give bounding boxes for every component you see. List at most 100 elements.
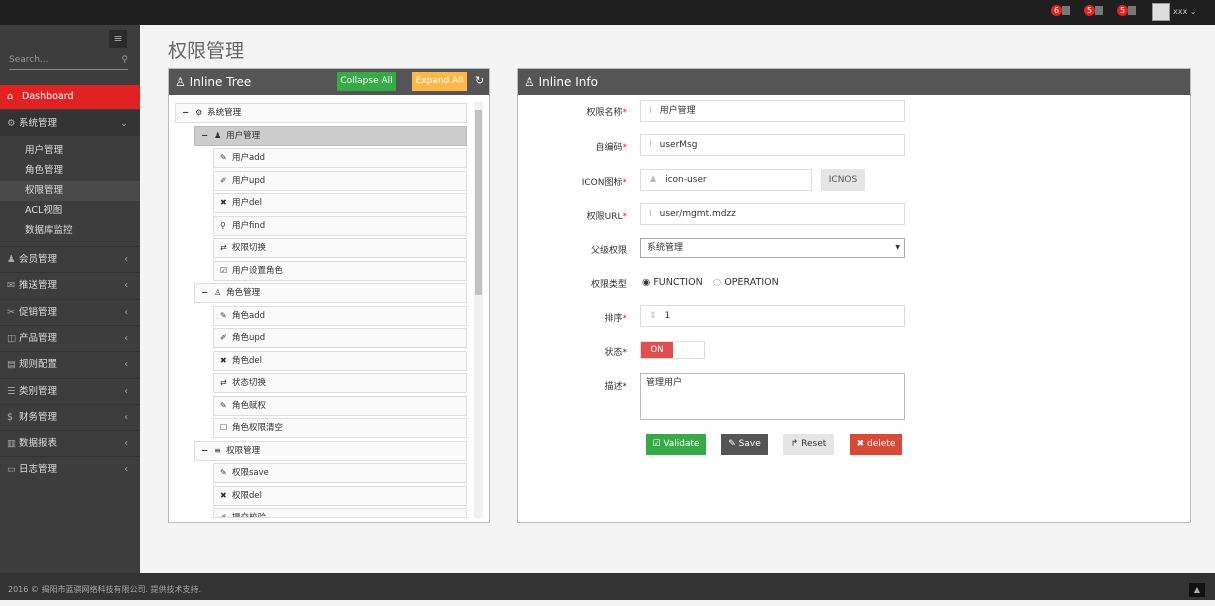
- chevron-down-icon: ⌄: [120, 118, 128, 129]
- sidebar-subitem[interactable]: 角色管理: [0, 161, 140, 181]
- tree-node[interactable]: ✖ 用户del: [213, 193, 467, 213]
- sidebar-item[interactable]: ▥ 数据报表 ‹: [0, 430, 140, 456]
- inbox-badge[interactable]: 5: [1084, 5, 1096, 16]
- collapse-icon[interactable]: −: [201, 288, 209, 298]
- tree-node[interactable]: ✖ 权限del: [213, 485, 467, 506]
- desc-textarea[interactable]: 管理用户: [640, 373, 905, 420]
- order-stepper[interactable]: ⇕ 1: [640, 305, 905, 327]
- tree-node[interactable]: − ≡ 权限管理: [194, 440, 467, 461]
- tree-node-label: 角色权限清空: [232, 423, 284, 433]
- bell-icon[interactable]: [1062, 6, 1070, 15]
- tag-icon: ✂: [7, 306, 15, 318]
- notification-badge[interactable]: 6: [1051, 5, 1063, 16]
- tree-node[interactable]: ✎ 角色add: [213, 305, 467, 326]
- tree-node[interactable]: − ♙ 角色管理: [194, 283, 467, 303]
- name-field[interactable]: I 用户管理: [640, 100, 905, 122]
- times-icon: ✖: [220, 355, 227, 365]
- tree-node[interactable]: ✐ 提交校验: [213, 508, 467, 518]
- expand-all-button[interactable]: Expand All: [412, 72, 467, 91]
- collapse-icon[interactable]: −: [182, 108, 190, 118]
- sidebar-item[interactable]: $ 财务管理 ‹: [0, 403, 140, 430]
- check-icon: ☑: [652, 439, 661, 449]
- type-radio-function[interactable]: ◉ FUNCTION: [642, 277, 703, 288]
- search-icon[interactable]: ⚲: [121, 55, 128, 65]
- reset-button[interactable]: ↱ Reset: [783, 434, 834, 455]
- sidebar-item[interactable]: ♟ 会员管理 ‹: [0, 246, 140, 272]
- tree-node[interactable]: ✎ 权限save: [213, 463, 467, 483]
- chevron-left-icon: ‹: [124, 385, 128, 397]
- sidebar-subitem[interactable]: 权限管理: [0, 181, 140, 201]
- scrollbar-thumb[interactable]: [475, 110, 482, 295]
- sidebar-subitem[interactable]: 用户管理: [0, 141, 140, 161]
- home-icon: ⌂: [7, 91, 14, 102]
- avatar[interactable]: [1152, 3, 1170, 21]
- tree-scrollbar[interactable]: [474, 102, 483, 518]
- sidebar-item[interactable]: ◫ 产品管理 ‹: [0, 324, 140, 351]
- sidebar-item-dashboard[interactable]: ⌂ Dashboard: [0, 85, 140, 109]
- tree-node-label: 权限save: [232, 468, 269, 478]
- user-icon: ♟: [7, 254, 16, 265]
- tree-node[interactable]: ✐ 用户upd: [213, 170, 467, 191]
- sidebar-item-system[interactable]: ⚙ 系统管理 ⌄: [0, 110, 140, 136]
- tree-node[interactable]: ⇄ 权限切换: [213, 238, 467, 258]
- tree-node[interactable]: ⇄ 状态切换: [213, 373, 467, 393]
- panel-title: Inline Tree: [189, 75, 252, 89]
- tree-node[interactable]: ✖ 角色del: [213, 350, 467, 371]
- tree-node[interactable]: ☑ 用户设置角色: [213, 260, 467, 281]
- refresh-icon[interactable]: ↻: [475, 74, 485, 87]
- tree-node[interactable]: − ⚙ 系统管理: [175, 103, 467, 123]
- collapse-icon[interactable]: −: [201, 130, 209, 141]
- user-menu[interactable]: xxx ⌄: [1173, 7, 1197, 16]
- tree-node-label: 状态切换: [232, 378, 267, 388]
- tree-node-label: 权限切换: [232, 243, 267, 253]
- sidebar-item[interactable]: ▤ 规则配置 ‹: [0, 351, 140, 377]
- bar-chart-icon: ▥: [7, 438, 16, 450]
- type-radio-operation[interactable]: ○ OPERATION: [713, 277, 779, 288]
- user-icon: ♟: [214, 130, 222, 140]
- tree-node[interactable]: − ♟ 用户管理: [194, 125, 467, 146]
- icon-field[interactable]: ♟ icon-user: [640, 169, 812, 191]
- sidebar-item-label: 类别管理: [19, 385, 58, 397]
- validate-button[interactable]: ☑ Validate: [646, 434, 706, 455]
- tree-node[interactable]: ⚲ 用户find: [213, 215, 467, 236]
- url-label: 权限URL*: [586, 212, 627, 222]
- status-toggle[interactable]: ON: [640, 341, 705, 359]
- menu-toggle-icon[interactable]: ≡: [109, 30, 127, 48]
- delete-button[interactable]: ✖ delete: [850, 434, 902, 455]
- status-label: 状态*: [604, 348, 627, 358]
- tree-node-label: 角色赋权: [232, 400, 267, 411]
- pencil-icon: ✎: [220, 400, 227, 410]
- sidebar-item[interactable]: ☰ 类别管理 ‹: [0, 377, 140, 404]
- tree-node[interactable]: ✐ 角色upd: [213, 328, 467, 348]
- shopping-cart-icon: ◫: [7, 332, 16, 344]
- tree-node[interactable]: ✎ 用户add: [213, 148, 467, 168]
- cogs-icon: ⚙: [195, 108, 203, 117]
- sidebar-item[interactable]: ▭ 日志管理 ‹: [0, 456, 140, 482]
- tasks-badge[interactable]: 5: [1117, 5, 1129, 16]
- sidebar-item[interactable]: ✂ 促销管理 ‹: [0, 298, 140, 325]
- chevron-left-icon: ‹: [124, 332, 128, 344]
- search-input[interactable]: Search... ⚲: [9, 55, 128, 70]
- caret-down-icon: ▼: [895, 244, 900, 251]
- sidebar-item[interactable]: ✉ 推送管理 ‹: [0, 272, 140, 298]
- scroll-top-icon[interactable]: ▲: [1189, 583, 1205, 597]
- file-icon: ▭: [7, 464, 16, 476]
- envelope-icon[interactable]: [1095, 6, 1103, 15]
- parent-select[interactable]: 系统管理 ▼: [640, 238, 905, 258]
- sidebar-subitem[interactable]: ACL视图: [0, 201, 140, 221]
- icnos-button[interactable]: ICNOS: [821, 169, 865, 191]
- sidebar-subitem[interactable]: 数据库监控: [0, 221, 140, 241]
- tree-node[interactable]: ✎ 角色赋权: [213, 395, 467, 416]
- tree-node[interactable]: ☐ 角色权限清空: [213, 418, 467, 438]
- sidebar-item-label: 会员管理: [19, 254, 58, 265]
- sort-icon: ⇕: [649, 311, 657, 321]
- collapse-all-button[interactable]: Collapse All: [337, 72, 396, 91]
- chevron-left-icon: ‹: [124, 254, 128, 265]
- save-button[interactable]: ✎ Save: [721, 434, 768, 455]
- tasks-icon[interactable]: [1128, 6, 1136, 15]
- collapse-icon[interactable]: −: [201, 445, 209, 456]
- tree-node-label: 角色upd: [232, 333, 266, 343]
- parent-label: 父级权限: [590, 246, 627, 256]
